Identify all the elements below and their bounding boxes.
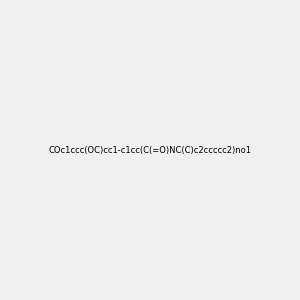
Text: COc1ccc(OC)cc1-c1cc(C(=O)NC(C)c2ccccc2)no1: COc1ccc(OC)cc1-c1cc(C(=O)NC(C)c2ccccc2)n… (49, 146, 251, 154)
